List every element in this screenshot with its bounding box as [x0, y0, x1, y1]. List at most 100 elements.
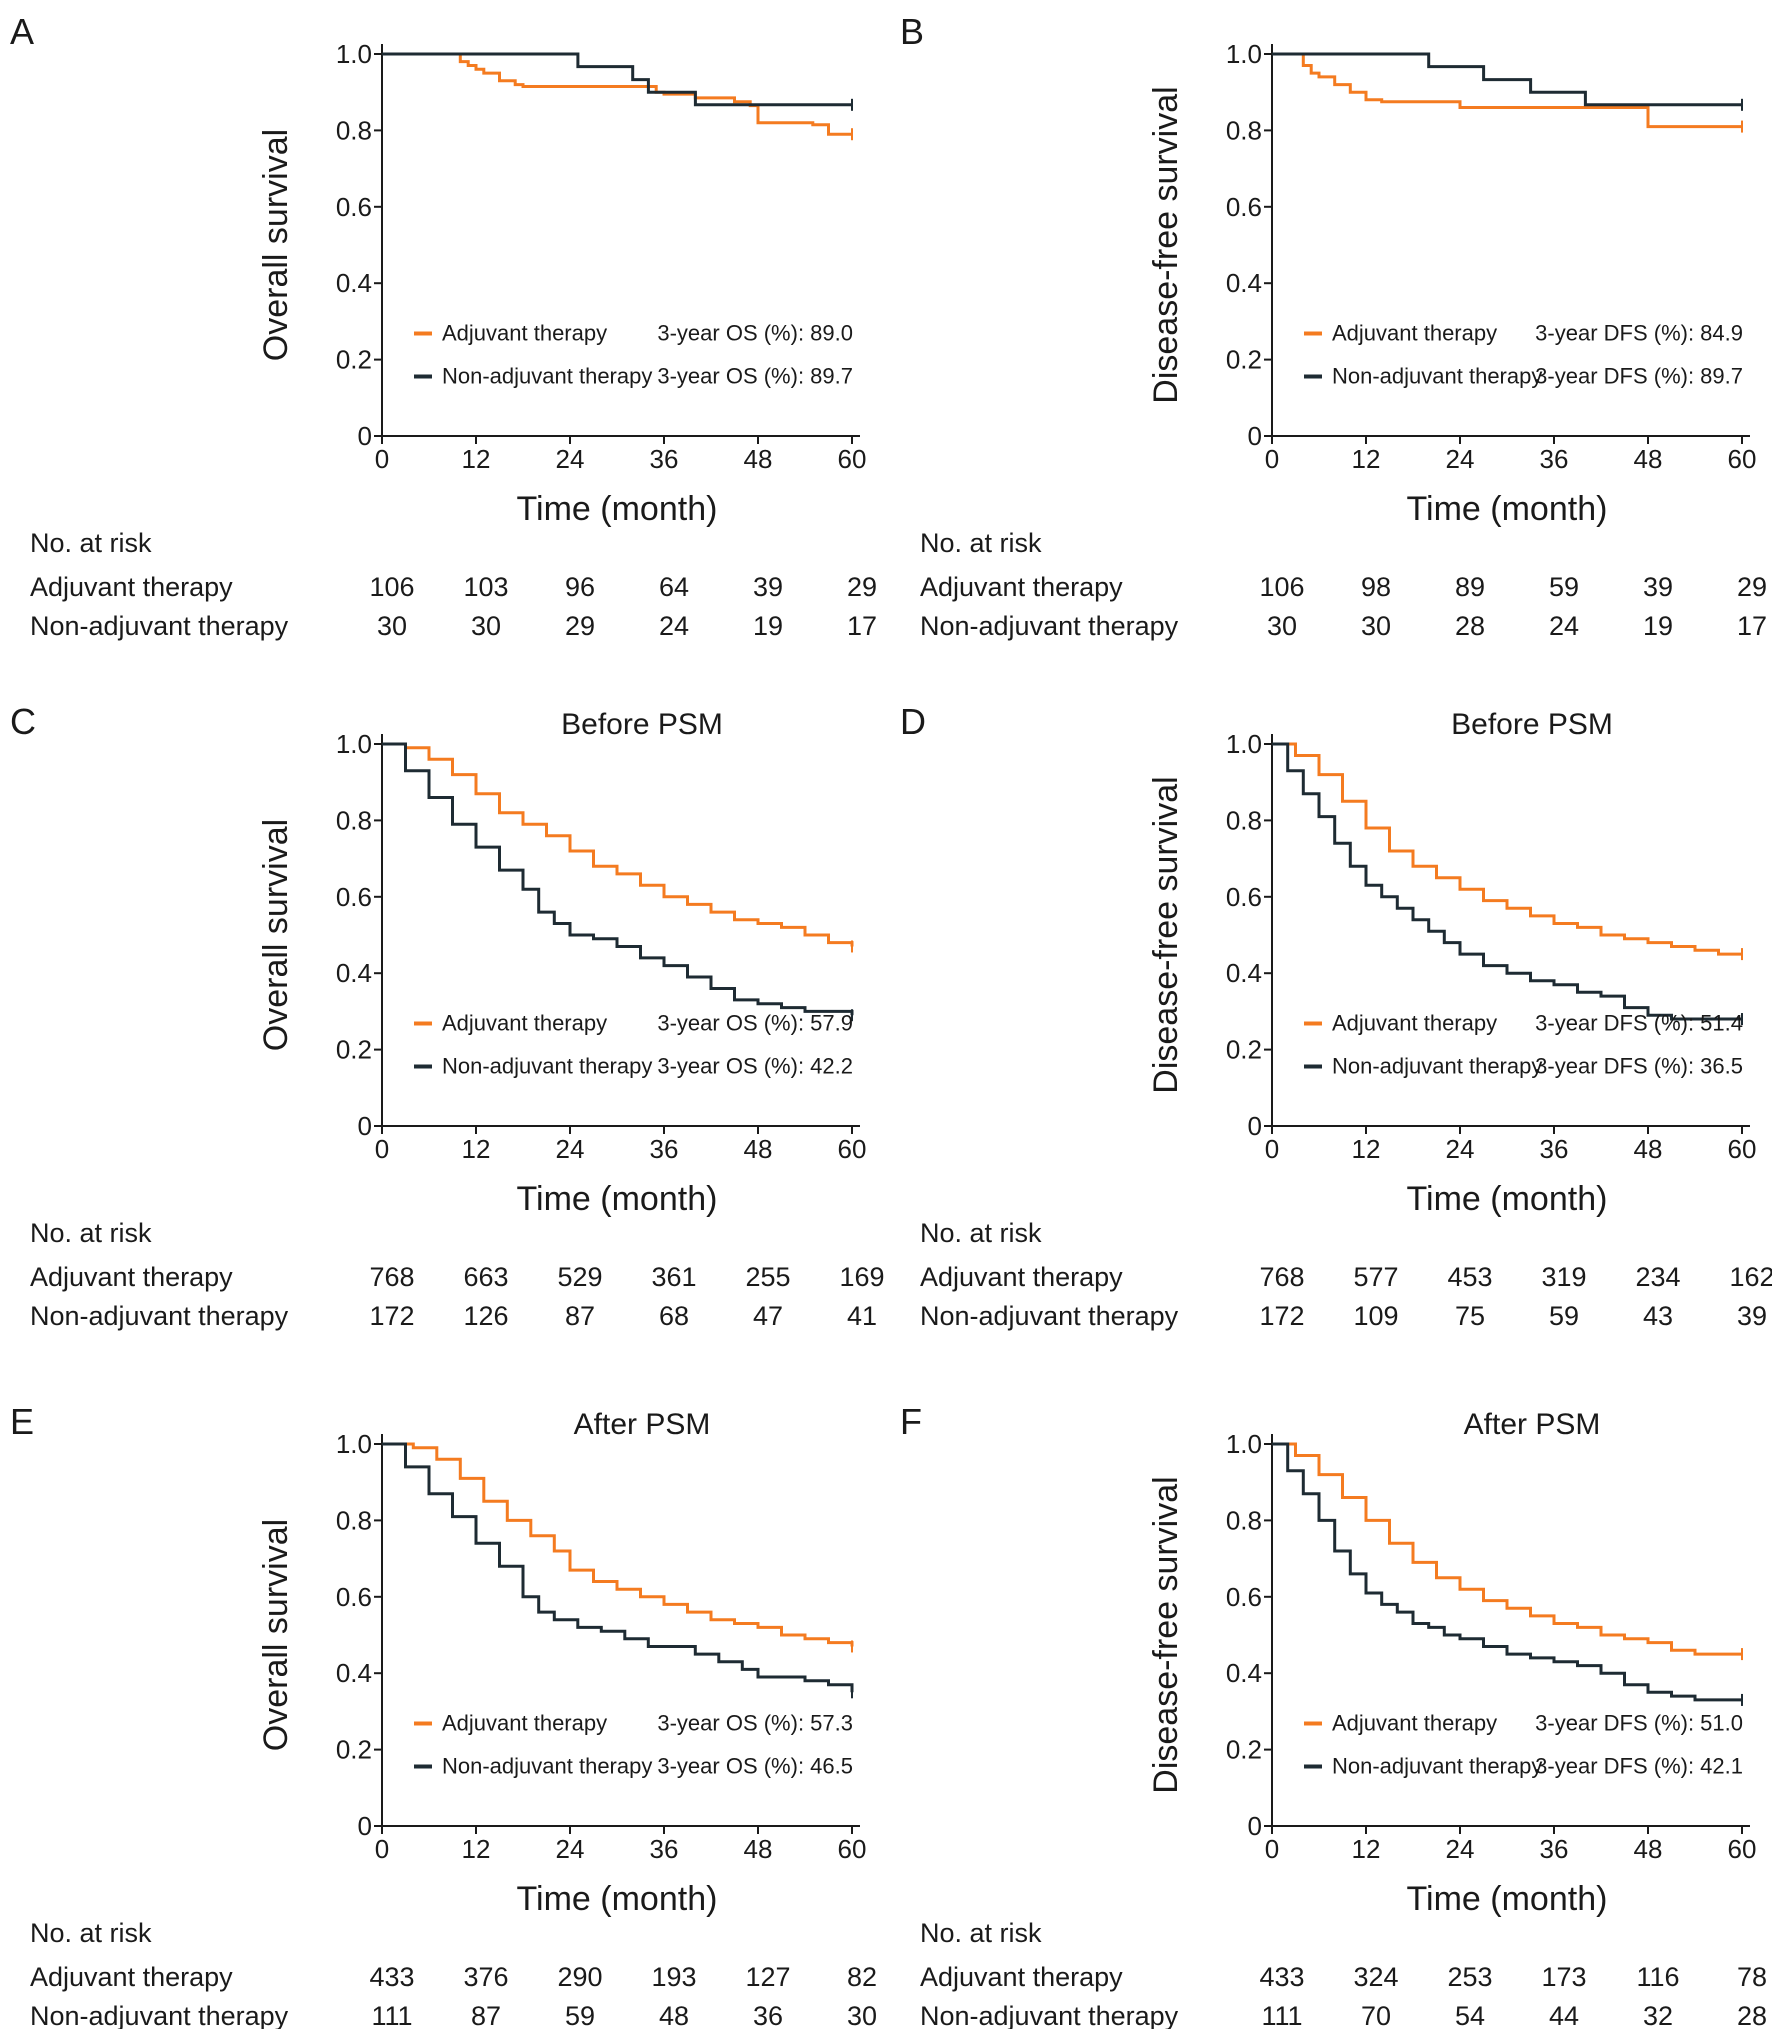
legend-label: Non-adjuvant therapy [1332, 364, 1542, 389]
adjuvant-curve [382, 742, 854, 947]
legend-stat: 3-year DFS (%): 51.4 [1535, 1011, 1743, 1036]
legend-stat: 3-year OS (%): 89.7 [657, 364, 853, 389]
x-tick-label: 12 [1352, 444, 1381, 474]
risk-value: 30 [377, 611, 407, 641]
risk-row-label: Adjuvant therapy [920, 1262, 1123, 1292]
y-tick-label: 0.4 [336, 958, 372, 988]
x-tick-label: 60 [1728, 444, 1757, 474]
risk-value: 96 [565, 572, 595, 602]
risk-value: 44 [1549, 2001, 1579, 2029]
chart-title: After PSM [1464, 1408, 1601, 1441]
risk-value: 59 [565, 2001, 595, 2029]
risk-value: 253 [1447, 1962, 1492, 1992]
y-tick-label: 0.8 [336, 805, 372, 835]
risk-value: 663 [463, 1262, 508, 1292]
panel-letter: D [900, 701, 926, 742]
risk-value: 361 [651, 1262, 696, 1292]
y-tick-label: 0.2 [1226, 345, 1262, 375]
y-axis-title: Disease-free survival [1147, 86, 1185, 403]
x-tick-label: 12 [1352, 1134, 1381, 1164]
risk-value: 127 [745, 1962, 790, 1992]
risk-value: 24 [1549, 611, 1579, 641]
risk-value: 17 [847, 611, 877, 641]
risk-value: 324 [1353, 1962, 1398, 1992]
legend-label: Non-adjuvant therapy [1332, 1754, 1542, 1779]
panel-letter: B [900, 11, 924, 52]
risk-value: 30 [471, 611, 501, 641]
legend-label: Adjuvant therapy [442, 1711, 607, 1736]
non-adjuvant-curve [1272, 52, 1742, 107]
legend-label: Adjuvant therapy [442, 1011, 607, 1036]
km-panel-a: A 0 0.2 0.4 0.6 0.8 1.0 0 12 24 36 48 60 Time (month)… [10, 11, 877, 641]
y-tick-label: 1.0 [1226, 729, 1262, 759]
x-tick-label: 0 [375, 444, 389, 474]
y-axis-title: Overall survival [257, 129, 295, 361]
y-tick-label: 1.0 [1226, 39, 1262, 69]
risk-row-label: Non-adjuvant therapy [920, 611, 1179, 641]
y-axis-title: Overall survival [257, 819, 295, 1051]
panel-letter: C [10, 701, 36, 742]
risk-value: 30 [1361, 611, 1391, 641]
risk-value: 193 [651, 1962, 696, 1992]
x-tick-label: 24 [556, 1834, 585, 1864]
x-tick-label: 12 [462, 1134, 491, 1164]
km-panel-c: C Before PSM 0 0.2 0.4 0.6 0.8 1.0 0 12 24 36 48 60 Ti… [10, 701, 885, 1331]
y-axis-title: Disease-free survival [1147, 776, 1185, 1093]
x-tick-label: 36 [1540, 444, 1569, 474]
panel-letter: E [10, 1401, 34, 1442]
risk-value: 59 [1549, 572, 1579, 602]
non-adjuvant-curve [382, 742, 854, 1016]
y-tick-label: 0.6 [1226, 192, 1262, 222]
risk-value: 111 [1261, 2001, 1302, 2029]
risk-value: 169 [839, 1262, 884, 1292]
x-tick-label: 48 [1634, 1834, 1663, 1864]
risk-value: 433 [1259, 1962, 1304, 1992]
risk-value: 78 [1737, 1962, 1767, 1992]
risk-value: 32 [1643, 2001, 1673, 2029]
risk-value: 87 [471, 2001, 501, 2029]
risk-value: 54 [1455, 2001, 1485, 2029]
legend-label: Adjuvant therapy [1332, 321, 1497, 346]
x-tick-label: 12 [1352, 1834, 1381, 1864]
risk-row-label: Non-adjuvant therapy [920, 2001, 1179, 2029]
x-tick-label: 48 [744, 1134, 773, 1164]
x-tick-label: 48 [1634, 1134, 1663, 1164]
risk-value: 453 [1447, 1262, 1492, 1292]
x-tick-label: 24 [1446, 444, 1475, 474]
x-tick-label: 0 [1265, 1834, 1279, 1864]
y-tick-label: 0.6 [336, 192, 372, 222]
km-panel-b: B 0 0.2 0.4 0.6 0.8 1.0 0 12 24 36 48 60 Time (month)… [900, 11, 1767, 641]
risk-value: 172 [369, 1301, 414, 1331]
risk-value: 89 [1455, 572, 1485, 602]
x-axis-title: Time (month) [1407, 490, 1608, 528]
legend-label: Non-adjuvant therapy [442, 1754, 652, 1779]
y-tick-label: 0.4 [1226, 268, 1262, 298]
y-tick-label: 0 [1248, 1811, 1262, 1841]
x-tick-label: 12 [462, 1834, 491, 1864]
y-tick-label: 0.8 [336, 115, 372, 145]
risk-value: 529 [557, 1262, 602, 1292]
risk-table-header: No. at risk [920, 1918, 1042, 1948]
x-tick-label: 24 [1446, 1134, 1475, 1164]
adjuvant-curve [382, 52, 852, 136]
risk-value: 19 [753, 611, 783, 641]
legend-label: Adjuvant therapy [1332, 1711, 1497, 1736]
km-panel-d: D Before PSM 0 0.2 0.4 0.6 0.8 1.0 0 12 24 36 48 60 Ti… [900, 701, 1772, 1331]
legend-stat: 3-year OS (%): 89.0 [657, 321, 853, 346]
risk-value: 103 [463, 572, 508, 602]
panel-letter: A [10, 11, 34, 52]
km-panel-e: E After PSM 0 0.2 0.4 0.6 0.8 1.0 0 12 24 36 48 60 Tim… [10, 1401, 877, 2029]
legend-label: Non-adjuvant therapy [1332, 1054, 1542, 1079]
risk-value: 126 [463, 1301, 508, 1331]
x-tick-label: 0 [375, 1834, 389, 1864]
x-tick-label: 60 [838, 1134, 867, 1164]
y-tick-label: 0.4 [1226, 1658, 1262, 1688]
x-axis-title: Time (month) [1407, 1180, 1608, 1218]
risk-value: 28 [1737, 2001, 1767, 2029]
x-tick-label: 48 [744, 444, 773, 474]
adjuvant-curve [382, 1442, 854, 1647]
x-tick-label: 48 [1634, 444, 1663, 474]
risk-row-label: Adjuvant therapy [30, 1262, 233, 1292]
risk-table-header: No. at risk [30, 1918, 152, 1948]
risk-value: 59 [1549, 1301, 1579, 1331]
